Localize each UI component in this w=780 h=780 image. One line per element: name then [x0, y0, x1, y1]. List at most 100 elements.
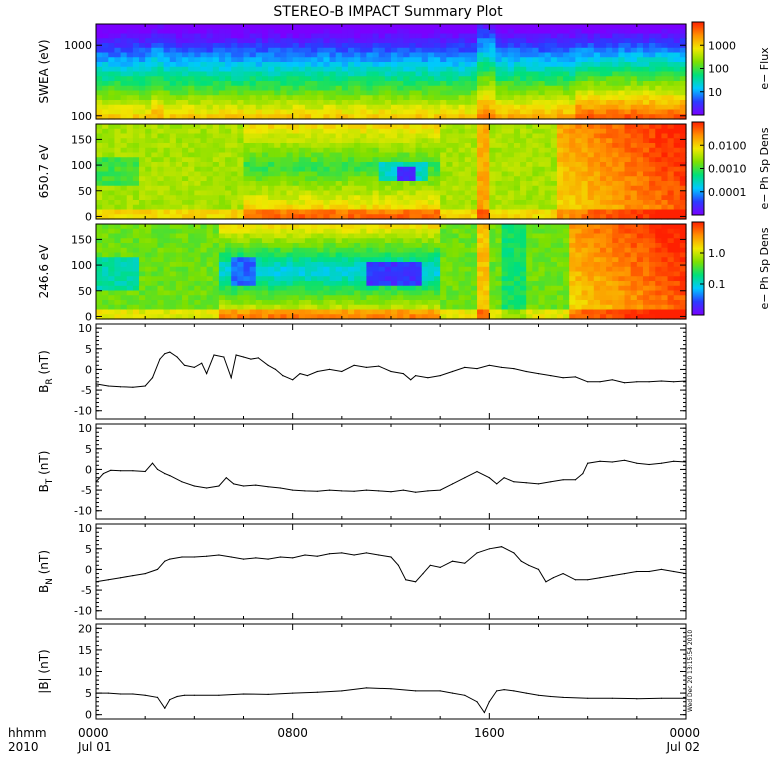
heatmap-cell [587, 147, 595, 154]
heatmap-cell [507, 104, 515, 111]
heatmap-cell [132, 157, 140, 163]
heatmap-cell [655, 43, 663, 49]
heatmap-cell [501, 33, 509, 39]
heatmap-cell [636, 200, 644, 206]
heatmap-cell [599, 171, 607, 177]
heatmap-cell [157, 171, 165, 177]
heatmap-cell [132, 138, 140, 144]
heatmap-cell [575, 147, 583, 154]
heatmap-cell [280, 33, 288, 39]
heatmap-cell [464, 114, 472, 120]
heatmap-cell [335, 300, 343, 306]
heatmap-cell [188, 171, 195, 177]
heatmap-cell [317, 314, 324, 320]
heatmap-cell [231, 200, 238, 206]
heatmap-cell [569, 209, 576, 215]
heatmap-cell [274, 285, 281, 292]
heatmap-cell [96, 147, 103, 154]
heatmap-cell [366, 185, 374, 192]
heatmap-cell [606, 66, 613, 73]
heatmap-cell [231, 233, 238, 239]
heatmap-cell [188, 38, 195, 44]
heatmap-cell [114, 195, 122, 201]
heatmap-cell [317, 252, 324, 258]
heatmap-cell [391, 285, 398, 292]
heatmap-cell [335, 114, 343, 120]
heatmap-cell [378, 224, 386, 230]
heatmap-cell [360, 209, 368, 215]
heatmap-cell [452, 190, 460, 196]
heatmap-cell [298, 162, 306, 168]
heatmap-cell [470, 124, 478, 130]
heatmap-cell [329, 238, 337, 244]
heatmap-cell [532, 195, 540, 201]
heatmap-cell [298, 185, 306, 192]
heatmap-cell [255, 228, 263, 235]
heatmap-cell [372, 114, 380, 120]
heatmap-cell [280, 43, 288, 49]
heatmap-cell [132, 176, 140, 182]
heatmap-cell [292, 71, 300, 77]
heatmap-cell [341, 276, 349, 282]
heatmap-cell [452, 195, 460, 201]
heatmap-cell [304, 233, 312, 239]
heatmap-cell [237, 285, 245, 292]
heatmap-cell [624, 214, 632, 220]
heatmap-cell [274, 128, 281, 135]
heatmap-cell [606, 100, 613, 106]
heatmap-cell [169, 181, 177, 187]
heatmap-cell [292, 271, 300, 277]
heatmap-cell [114, 109, 122, 115]
heatmap-cell [575, 43, 583, 49]
heatmap-cell [679, 100, 687, 106]
heatmap-cell [280, 309, 288, 315]
heatmap-cell [311, 85, 318, 92]
heatmap-cell [642, 209, 650, 215]
heatmap-cell [139, 62, 146, 68]
heatmap-cell [587, 138, 595, 144]
heatmap-cell [145, 66, 152, 73]
heatmap-cell [157, 57, 165, 63]
heatmap-cell [673, 71, 681, 77]
heatmap-cell [194, 100, 202, 106]
heatmap-cell [212, 252, 220, 258]
heatmap-cell [341, 195, 349, 201]
heatmap-cell [655, 162, 663, 168]
heatmap-cell [102, 90, 109, 96]
heatmap-cell [520, 38, 527, 44]
heatmap-cell [237, 85, 245, 92]
heatmap-cell [440, 195, 447, 201]
heatmap-cell [569, 128, 576, 135]
heatmap-cell [575, 66, 583, 73]
heatmap-cell [569, 76, 576, 82]
heatmap-cell [427, 66, 435, 73]
heatmap-cell [341, 190, 349, 196]
heatmap-cell [274, 276, 281, 282]
heatmap-cell [126, 300, 134, 306]
heatmap-cell [489, 133, 497, 139]
heatmap-cell [96, 76, 103, 82]
heatmap-cell [507, 114, 515, 120]
heatmap-cell [513, 152, 521, 158]
heatmap-cell [139, 228, 146, 235]
heatmap-cell [440, 90, 447, 96]
heatmap-cell [563, 24, 570, 30]
heatmap-cell [606, 76, 613, 82]
heatmap-cell [237, 133, 245, 139]
heatmap-cell [477, 109, 484, 115]
heatmap-cell [384, 138, 392, 144]
heatmap-cell [218, 304, 226, 311]
heatmap-cell [206, 85, 214, 92]
heatmap-cell [145, 238, 152, 244]
heatmap-cell [587, 76, 595, 82]
heatmap-cell [409, 57, 417, 63]
heatmap-cell [237, 171, 245, 177]
heatmap-cell [575, 47, 583, 54]
heatmap-cell [237, 238, 245, 244]
heatmap-cell [360, 52, 368, 58]
heatmap-cell [341, 52, 349, 58]
heatmap-cell [520, 176, 527, 182]
heatmap-cell [206, 214, 214, 220]
heatmap-cell [280, 304, 288, 311]
heatmap-cell [163, 195, 171, 201]
